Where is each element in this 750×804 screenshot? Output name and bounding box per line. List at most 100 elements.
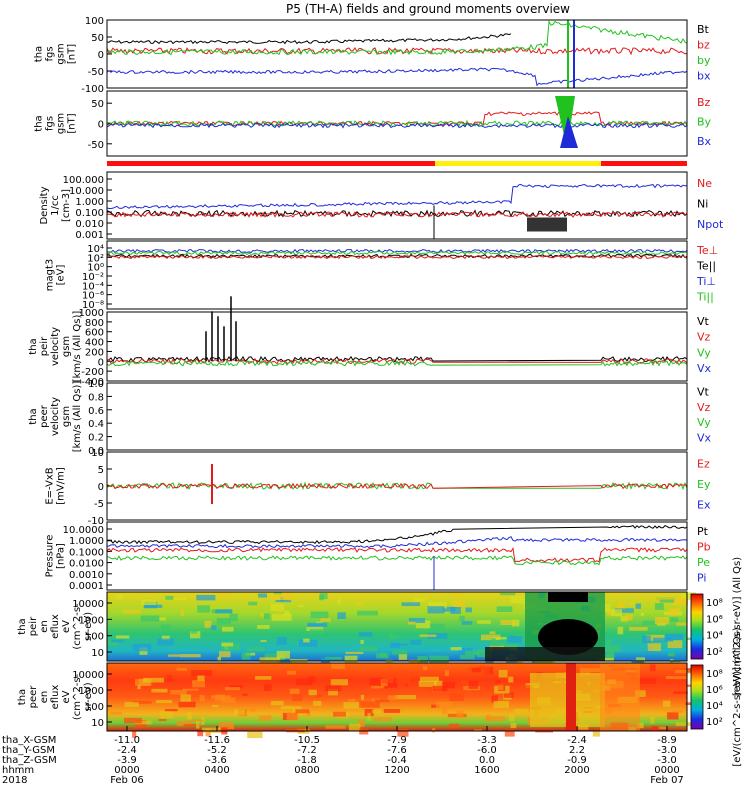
y-tick-label: 0.8 <box>88 392 104 403</box>
heatmap-cell <box>164 597 186 600</box>
y-axis-label: [nT] <box>67 113 78 133</box>
trace-by <box>106 19 688 56</box>
heatmap-region-hot <box>566 663 576 731</box>
heatmap-cell <box>115 635 130 639</box>
heatmap-cell <box>215 694 225 702</box>
heatmap-cell <box>313 701 322 706</box>
heatmap-cell <box>191 670 213 677</box>
x-axis-year: 2018 <box>2 775 27 786</box>
heatmap-cell <box>500 619 515 625</box>
heatmap-cell <box>325 656 342 660</box>
heatmap-cell <box>410 639 422 645</box>
heatmap-cell <box>303 638 310 643</box>
y-tick-label: 5 <box>98 465 104 476</box>
x-tick-label: -3.3 <box>477 735 497 746</box>
heatmap-cell <box>270 603 285 612</box>
heatmap-cell <box>218 721 234 730</box>
heatmap-cell <box>404 676 410 684</box>
heatmap-cell <box>592 730 600 737</box>
y-axis-label: eV <box>61 620 72 633</box>
heatmap-cell <box>110 639 125 643</box>
legend-Bt: Bt <box>697 23 710 36</box>
y-tick-label: 100 <box>85 16 104 27</box>
heatmap-cell <box>671 598 688 606</box>
heatmap-cell <box>398 654 408 660</box>
heatmap-cell <box>515 633 528 636</box>
heatmap-cell <box>110 711 123 715</box>
y-tick-label: 0.0 <box>88 446 104 457</box>
x-tick-label: -3.0 <box>657 755 677 766</box>
heatmap-cell <box>503 692 514 698</box>
heatmap-cell <box>315 621 323 624</box>
heatmap-cell <box>686 684 694 687</box>
y-tick-label: 10⁻⁸ <box>82 300 104 311</box>
y-tick-label: 0.0001 <box>69 581 104 592</box>
x-tick-label: -11.6 <box>204 735 230 746</box>
y-axis-label: [eV] <box>56 265 67 286</box>
y-tick-label: 10000 <box>72 599 104 610</box>
y-tick-label: 400 <box>85 338 104 349</box>
panel-frame <box>106 451 688 521</box>
heatmap-cell <box>190 628 197 634</box>
heatmap-cell <box>204 620 212 628</box>
x-tick-label: -5.2 <box>207 745 227 756</box>
heatmap-cell <box>337 598 341 605</box>
heatmap-cell <box>348 698 356 703</box>
trace-Ne <box>106 211 688 218</box>
heatmap-cell <box>461 621 473 625</box>
heatmap-cell <box>505 644 517 647</box>
trace-Ti-par <box>106 250 688 256</box>
heatmap-cell <box>514 708 529 714</box>
trace-Ni-burst <box>527 217 567 232</box>
heatmap-cell <box>115 594 124 600</box>
spike-By <box>555 96 575 148</box>
heatmap-cell <box>616 602 626 609</box>
heatmap-cell <box>178 701 196 708</box>
y-tick-label: 200 <box>85 347 104 358</box>
heatmap-cell <box>620 616 628 622</box>
heatmap-cell <box>461 680 469 685</box>
y-tick-label: 1.000 <box>75 197 104 208</box>
heatmap-cell <box>197 605 210 613</box>
panel-peer-velocity: 1.0 0.8 0.6 0.4 0.2 0.0 Vt Vz Vy Vx tha peer velocit… <box>28 379 712 457</box>
heatmap-cell <box>264 653 286 661</box>
y-axis-label: sr-eV) <box>83 612 94 641</box>
heatmap-cell <box>468 681 479 689</box>
heatmap-cell <box>197 730 204 737</box>
legend-Te⊥: Te⊥ <box>696 244 718 257</box>
x-tick-label: 2000 <box>564 765 589 776</box>
heatmap-cell <box>221 642 234 647</box>
y-axis-label: peir <box>39 336 50 356</box>
legend-Vz: Vz <box>697 331 711 344</box>
heatmap-cell <box>675 669 695 674</box>
heatmap-cell <box>333 711 346 717</box>
legend-Vy: Vy <box>697 346 711 359</box>
y-tick-label: 800 <box>85 318 104 329</box>
y-axis-label: [cm-3] <box>61 189 72 222</box>
heatmap-cell <box>170 690 187 695</box>
heatmap-cell <box>234 709 246 716</box>
trace-Vt <box>106 355 688 363</box>
heatmap-cell <box>448 723 460 729</box>
heatmap-region-low-3 <box>548 592 588 602</box>
panel-fgs-gsm: 100 50 0 -50 -100 Bt bz by bx tha fgs gsm [nT] <box>34 16 711 95</box>
heatmap-cell <box>160 710 173 719</box>
heatmap-cell <box>452 600 466 607</box>
x-tick-label: -0.4 <box>387 755 407 766</box>
heatmap-cell <box>375 699 390 703</box>
heatmap-cell <box>418 680 437 687</box>
y-tick-label: 100 <box>85 702 104 713</box>
legend-Pt: Pt <box>697 525 709 538</box>
legend-Pb: Pb <box>697 540 711 553</box>
y-tick-label: 10 <box>91 448 104 459</box>
y-tick-label: -200 <box>81 367 104 378</box>
heatmap-cell <box>414 597 426 602</box>
heatmap-cell <box>465 650 480 656</box>
heatmap-cell <box>344 655 358 664</box>
heatmap-cell <box>654 617 669 625</box>
colorbar-tick-label: 10⁸ <box>706 669 723 680</box>
x-tick-label: -10.5 <box>294 735 320 746</box>
heatmap-cell <box>394 643 408 646</box>
heatmap-cell <box>579 668 600 676</box>
heatmap-cell <box>199 695 205 702</box>
